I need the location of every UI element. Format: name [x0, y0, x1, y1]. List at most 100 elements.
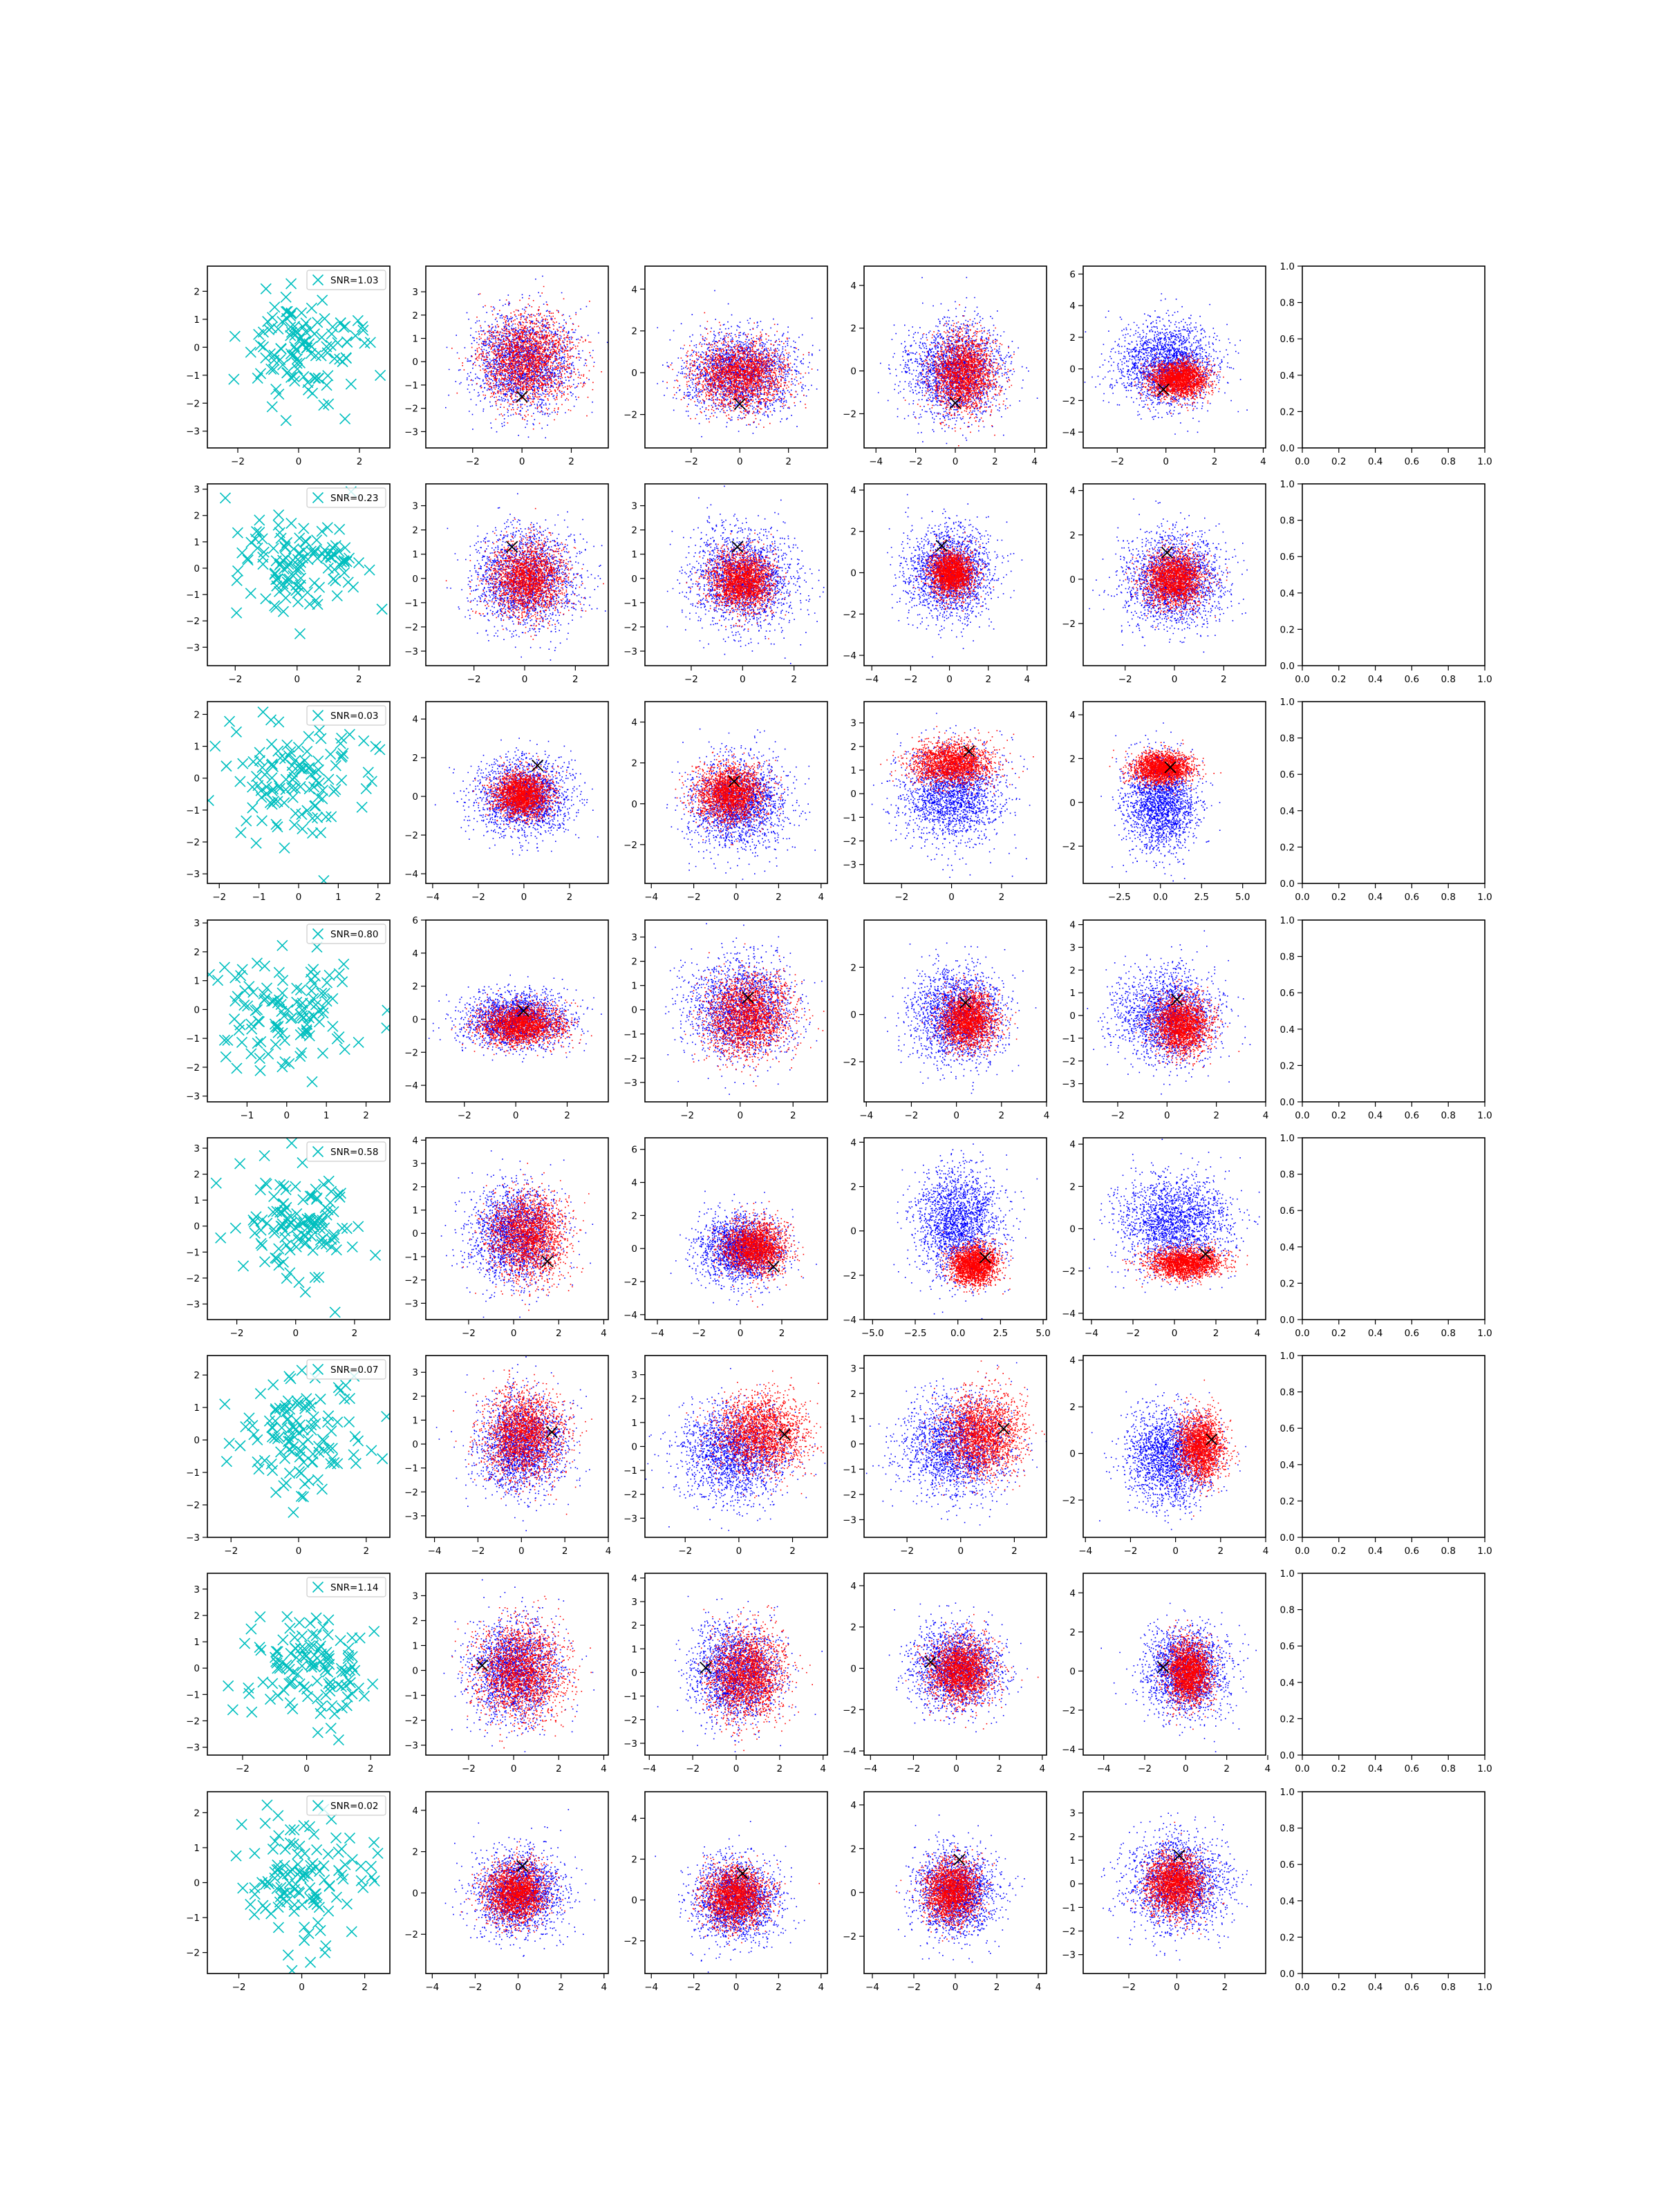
y-tick-label: 0.6	[1280, 334, 1295, 345]
reference-point	[301, 1683, 313, 1695]
reference-point	[381, 1022, 390, 1034]
reference-point	[274, 354, 286, 366]
x-tick-label: −2	[907, 1982, 921, 1993]
reference-point	[367, 1678, 379, 1690]
reference-point	[276, 987, 288, 999]
reference-point	[234, 776, 246, 787]
reference-point	[294, 984, 306, 996]
reference-point	[281, 366, 293, 379]
axes-frame	[425, 483, 609, 666]
y-tick-label: 2	[1069, 1181, 1076, 1192]
y-tick-label: 1.0	[1280, 1568, 1295, 1580]
reference-point	[326, 811, 337, 823]
y-tick-label: 0.6	[1280, 552, 1295, 563]
reference-point	[339, 1859, 351, 1871]
reference-point	[273, 388, 285, 400]
reference-point	[279, 1859, 290, 1872]
y-tick-label: −3	[404, 1511, 418, 1522]
reference-point	[333, 968, 345, 980]
x-tick-label: 0.4	[1368, 456, 1382, 467]
y-tick-label: −1	[186, 371, 200, 382]
reference-point	[215, 1232, 227, 1244]
cluster-a-points	[435, 1356, 590, 1532]
reference-point	[372, 1847, 384, 1859]
legend-box	[306, 924, 386, 944]
reference-point	[254, 1184, 266, 1196]
y-tick-label: 1.0	[1280, 1787, 1295, 1798]
y-tick-label: 0.0	[1280, 443, 1295, 454]
reference-point	[369, 1249, 382, 1261]
reference-point	[336, 1702, 348, 1714]
x-tick-label: −2	[471, 1546, 485, 1557]
reference-point	[346, 1241, 358, 1253]
reference-point	[257, 559, 269, 570]
reference-point	[238, 999, 250, 1011]
y-tick-label: 2	[850, 527, 856, 538]
legend-marker	[312, 491, 324, 504]
cluster-b-points	[905, 1613, 1039, 1730]
y-tick-label: 2	[194, 286, 200, 297]
y-tick-label: 3	[194, 918, 200, 929]
subplot-r2-c5: −2 0 2 −2 0 2 4	[1062, 483, 1266, 685]
cluster-b-points	[666, 312, 813, 428]
reference-point	[375, 370, 386, 382]
x-tick-label: 4	[1035, 1982, 1042, 1993]
y-tick-label: 2	[194, 947, 200, 958]
reference-point	[315, 1707, 326, 1719]
center-marker	[963, 745, 975, 758]
cluster-a-points	[655, 923, 823, 1095]
reference-point	[270, 1656, 282, 1667]
reference-point	[280, 1183, 292, 1196]
x-tick-label: −4	[644, 1982, 658, 1993]
reference-point	[247, 802, 259, 814]
x-tick-label: 0.2	[1331, 1328, 1346, 1339]
x-tick-label: 0.4	[1368, 674, 1382, 685]
cluster-b-points	[1109, 739, 1221, 796]
x-tick-label: 0.6	[1405, 1763, 1419, 1774]
reference-point	[307, 827, 319, 839]
reference-point	[313, 777, 325, 789]
subplot-r7-c5: −4 −2 0 2 4 −4 −2 0 2 4	[1062, 1573, 1271, 1774]
axes-frame	[1082, 919, 1266, 1103]
reference-point	[321, 347, 333, 359]
reference-point	[278, 1480, 290, 1492]
subplot-r8-c2: −4 −2 0 2 4 −2 0 2 4	[404, 1791, 609, 1993]
y-tick-label: 2	[1069, 1627, 1076, 1638]
cluster-b-points	[1163, 1379, 1240, 1517]
y-tick-label: 1	[194, 1403, 200, 1414]
reference-point	[245, 588, 256, 599]
reference-point	[270, 1403, 281, 1415]
reference-point	[338, 958, 350, 970]
reference-point	[355, 1875, 367, 1886]
axes-frame	[1302, 701, 1485, 884]
center-marker	[517, 1004, 529, 1018]
x-tick-label: 0	[953, 1982, 959, 1993]
subplot-r1-c2: −2 0 2 −3 −2 −1 0 1 2 3	[404, 265, 609, 467]
reference-point	[276, 1422, 288, 1434]
reference-point	[313, 1271, 325, 1283]
reference-point	[344, 1392, 356, 1405]
axes-frame	[1302, 483, 1485, 666]
y-tick-label: 0	[412, 574, 418, 585]
center-marker	[516, 1859, 529, 1873]
y-tick-label: −2	[843, 1490, 856, 1501]
center-marker	[1161, 546, 1173, 559]
reference-point	[270, 1487, 282, 1499]
subplot-r3-c1: −2 −1 0 1 2 −3 −2 −1 0 1 2 SNR=0.03	[186, 701, 391, 903]
reference-point	[259, 1256, 271, 1268]
x-tick-label: 0.4	[1368, 1546, 1382, 1557]
reference-point	[328, 353, 341, 364]
reference-point	[377, 1453, 388, 1465]
reference-point	[344, 1833, 356, 1844]
x-tick-label: 2	[999, 892, 1005, 903]
y-tick-label: −2	[1062, 1705, 1076, 1716]
y-tick-label: −2	[186, 1273, 200, 1284]
reference-point	[283, 1058, 295, 1069]
reference-point	[325, 339, 337, 351]
reference-point	[252, 1038, 263, 1049]
y-tick-label: 0.8	[1280, 1387, 1295, 1398]
center-marker	[1170, 993, 1183, 1006]
y-tick-label: 2	[631, 1855, 637, 1866]
reference-point	[263, 1048, 274, 1060]
reference-point	[303, 1640, 316, 1651]
